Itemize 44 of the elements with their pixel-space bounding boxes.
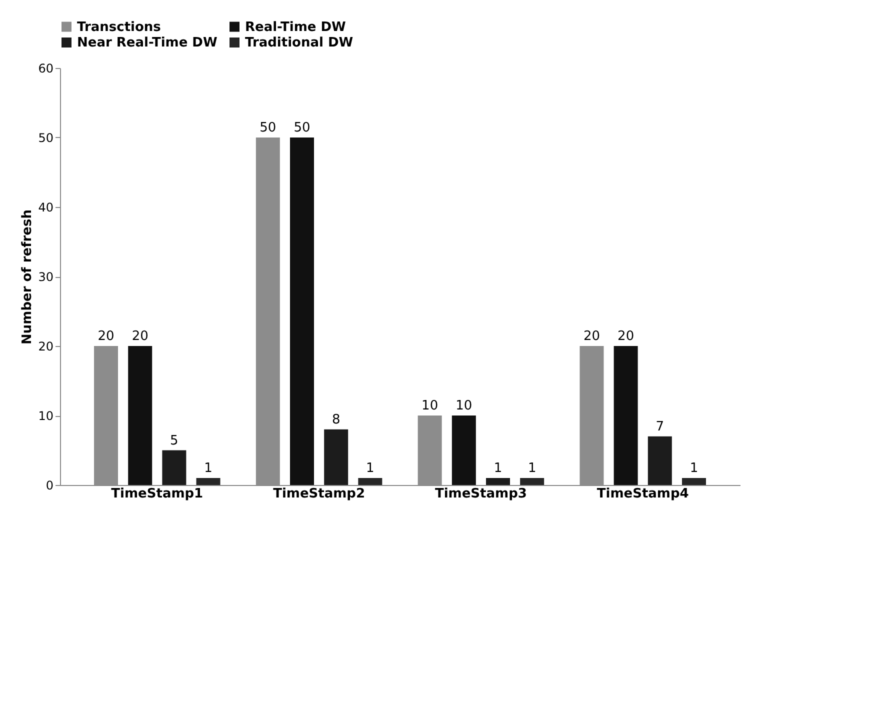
bar [162,450,186,485]
data-label: 1 [690,461,698,476]
bar [452,416,476,485]
data-label: 10 [456,398,472,414]
y-tick-label: 0 [46,478,54,492]
legend-label: Real-Time DW [245,20,346,35]
bar [324,429,348,485]
bar [648,436,672,485]
data-label: 7 [656,419,664,434]
legend-label: Traditional DW [245,36,354,50]
data-label: 10 [422,398,438,414]
bar [358,478,382,485]
data-label: 20 [618,329,634,344]
legend-label: Transctions [77,20,162,35]
data-label: 8 [332,412,340,428]
bar [520,478,544,485]
data-label: 1 [204,461,212,476]
bar [290,138,314,485]
x-tick-label: TimeStamp3 [434,486,527,502]
x-tick-label: TimeStamp2 [273,486,366,502]
data-label: 1 [494,461,502,476]
y-tick-label: 30 [38,270,54,284]
bar [614,346,638,485]
x-tick-label: TimeStamp1 [111,486,204,502]
bar [128,346,152,485]
bar [196,478,220,485]
y-axis-title: Number of refresh [20,210,36,344]
data-label: 50 [294,120,310,136]
data-label: 50 [260,120,276,136]
data-label: 1 [366,461,374,476]
y-tick-label: 50 [38,131,54,145]
bar [682,478,706,485]
y-tick-label: 60 [38,62,54,76]
data-label: 20 [583,329,600,344]
y-tick-label: 10 [38,409,54,423]
data-label: 20 [132,329,148,344]
legend-label: Near Real-Time DW [77,36,218,50]
data-label: 1 [528,461,536,476]
bar [486,478,510,485]
data-label: 20 [98,329,114,344]
x-tick-label: TimeStamp4 [596,486,689,502]
y-tick-label: 20 [38,340,54,354]
data-label: 5 [170,433,178,448]
y-tick-label: 40 [38,200,54,214]
